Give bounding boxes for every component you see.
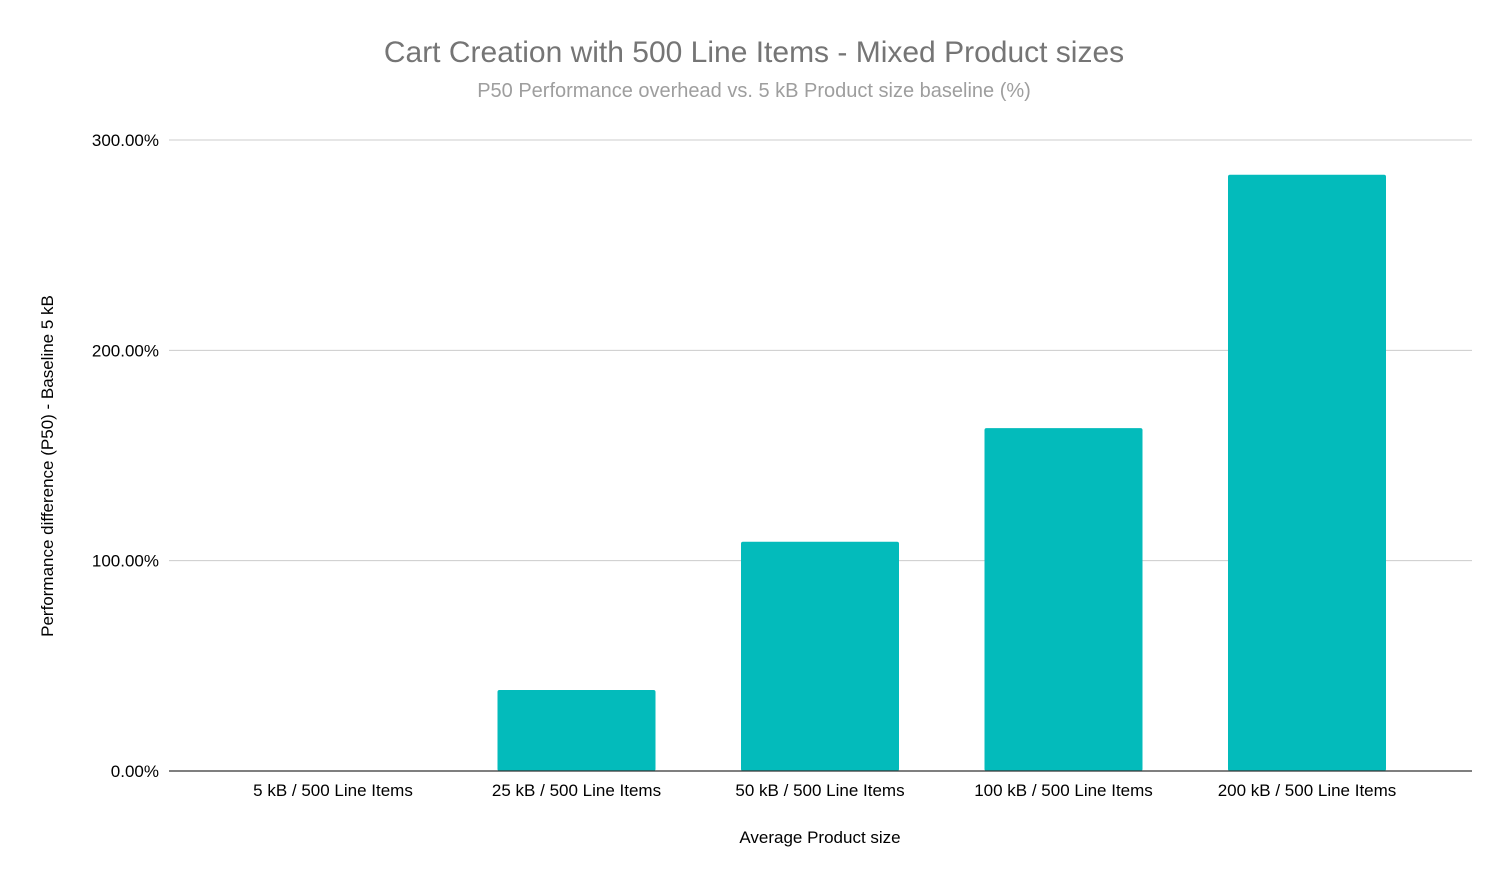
y-tick-label: 0.00% bbox=[111, 762, 159, 781]
x-axis-title: Average Product size bbox=[739, 828, 900, 847]
x-tick-label: 25 kB / 500 Line Items bbox=[492, 781, 661, 800]
x-tick-label: 100 kB / 500 Line Items bbox=[974, 781, 1153, 800]
x-tick-label: 200 kB / 500 Line Items bbox=[1218, 781, 1397, 800]
y-tick-label: 200.00% bbox=[92, 341, 159, 360]
bar bbox=[984, 428, 1143, 771]
bar bbox=[741, 541, 899, 771]
y-axis-title: Performance difference (P50) - Baseline … bbox=[38, 295, 57, 637]
bar bbox=[1228, 174, 1386, 771]
y-axis-ticks: 0.00% 100.00% 200.00% 300.00% bbox=[92, 131, 159, 781]
x-axis-ticks: 5 kB / 500 Line Items 25 kB / 500 Line It… bbox=[253, 781, 1396, 800]
x-tick-label: 5 kB / 500 Line Items bbox=[253, 781, 413, 800]
chart-subtitle: P50 Performance overhead vs. 5 kB Produc… bbox=[477, 80, 1031, 102]
bars bbox=[497, 174, 1386, 771]
chart-title: Cart Creation with 500 Line Items - Mixe… bbox=[384, 36, 1124, 69]
y-tick-label: 300.00% bbox=[92, 131, 159, 150]
bar bbox=[497, 690, 656, 771]
y-tick-label: 100.00% bbox=[92, 552, 159, 571]
x-tick-label: 50 kB / 500 Line Items bbox=[735, 781, 904, 800]
